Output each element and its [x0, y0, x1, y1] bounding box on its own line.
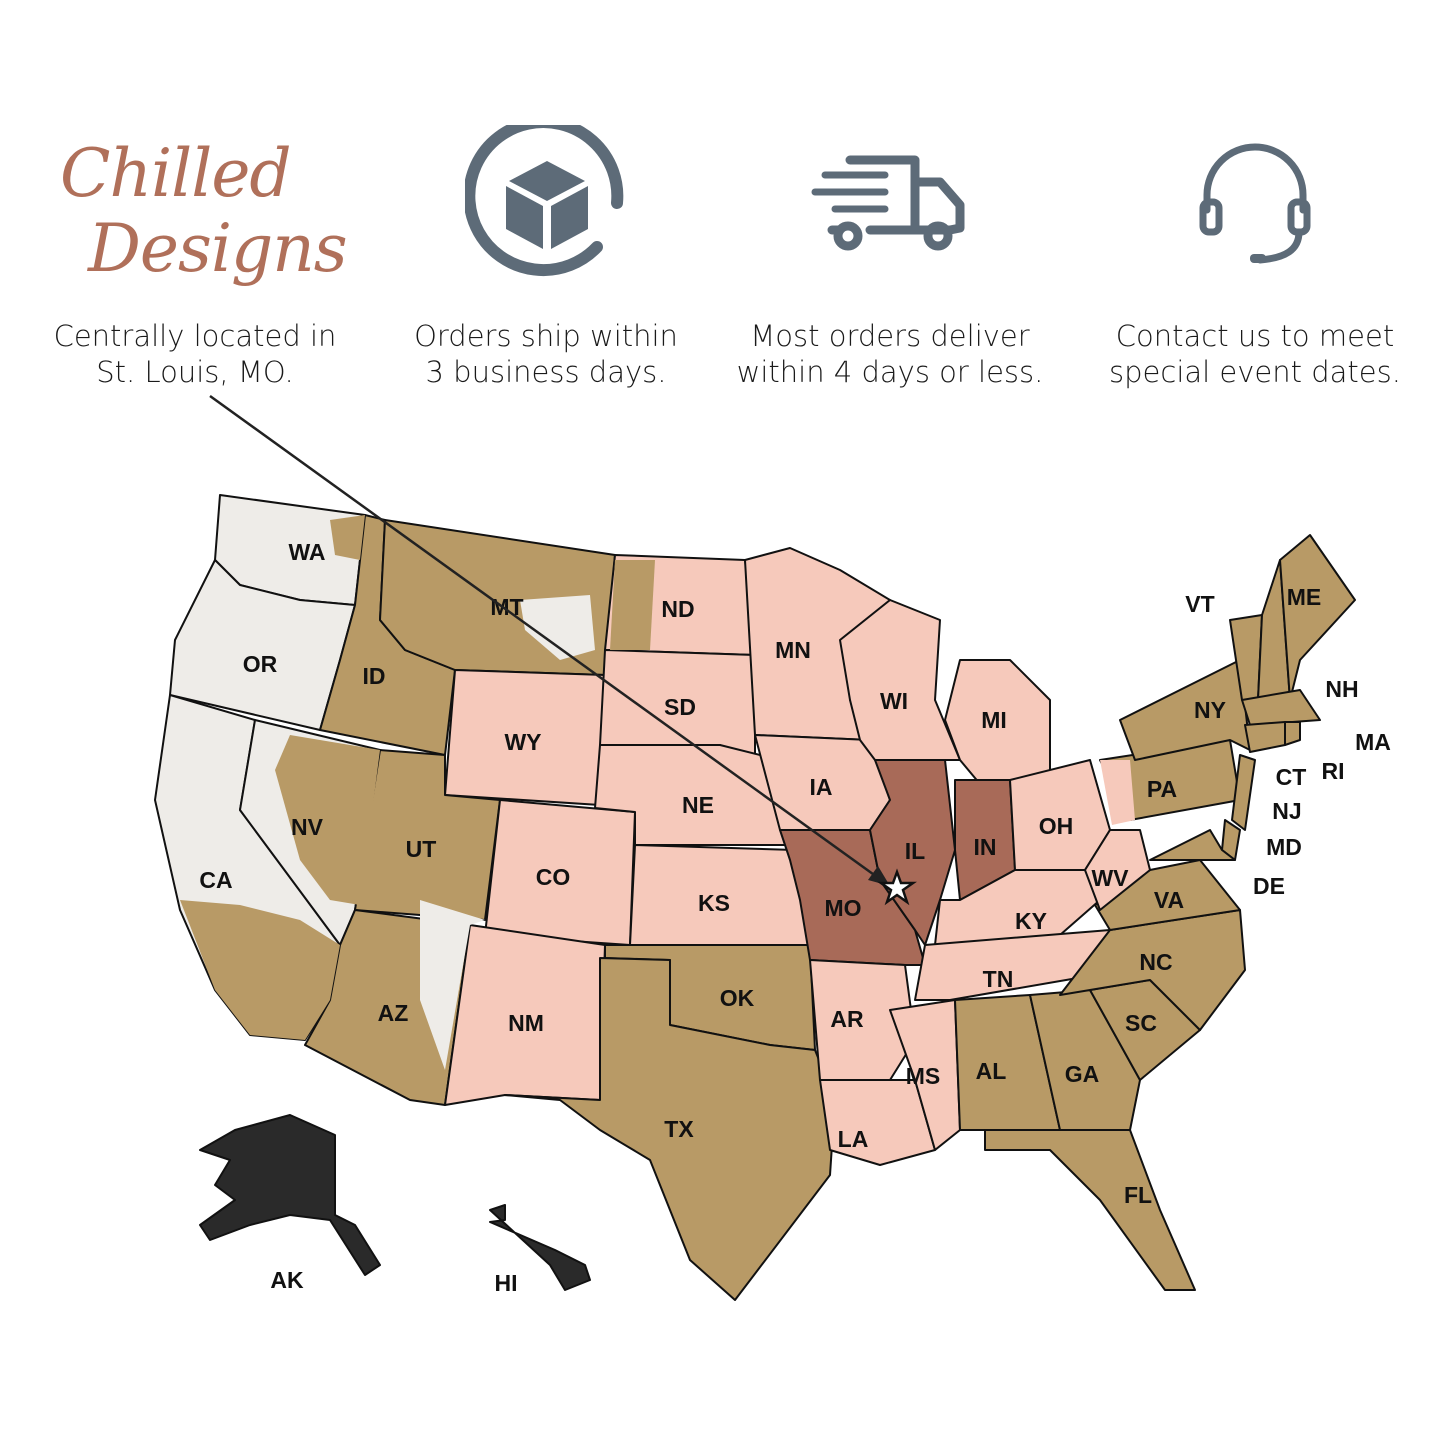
logo-line1: Chilled — [60, 135, 292, 212]
state-label-ks: KS — [698, 890, 730, 916]
state-label-va: VA — [1154, 887, 1184, 913]
feature-text: 3 business days. — [425, 355, 667, 389]
state-md — [1149, 829, 1236, 861]
feature-contact: Contact us to meet special event dates. — [1075, 318, 1435, 390]
state-label-al: AL — [976, 1058, 1007, 1084]
state-label-id: ID — [363, 663, 386, 689]
state-ma — [1241, 689, 1321, 726]
state-label-tx: TX — [664, 1116, 694, 1142]
feature-text: Centrally located in — [53, 319, 337, 353]
state-label-il: IL — [905, 838, 925, 864]
state-label-ky: KY — [1015, 908, 1047, 934]
state-label-wa: WA — [288, 539, 325, 565]
state-ak — [199, 1114, 381, 1276]
headset-icon — [1199, 143, 1311, 264]
zone-overlay — [610, 560, 655, 650]
state-label-me: ME — [1287, 584, 1322, 610]
state-ar — [809, 959, 916, 1081]
origin-star-icon — [877, 868, 917, 906]
zone-overlay — [275, 735, 380, 905]
state-label-ia: IA — [810, 774, 833, 800]
package-icon — [465, 125, 624, 277]
state-label-ma: MA — [1355, 729, 1391, 755]
state-ri — [1284, 721, 1301, 746]
state-label-de: DE — [1253, 873, 1285, 899]
state-label-nd: ND — [661, 596, 694, 622]
state-label-ut: UT — [406, 836, 437, 862]
state-tn — [914, 929, 1111, 1001]
state-label-nm: NM — [508, 1010, 544, 1036]
state-label-in: IN — [974, 834, 997, 860]
state-la — [819, 1079, 936, 1166]
feature-text: Most orders deliver — [750, 319, 1030, 353]
feature-ship: Orders ship within 3 business days. — [366, 318, 726, 390]
state-label-ms: MS — [906, 1063, 941, 1089]
state-tx — [504, 957, 836, 1301]
arrow-head — [868, 866, 890, 886]
truck-icon — [811, 155, 965, 251]
state-label-tn: TN — [983, 966, 1014, 992]
state-label-vt: VT — [1185, 591, 1214, 617]
state-ct — [1244, 721, 1286, 753]
state-label-or: OR — [243, 651, 278, 677]
logo-line2: Designs — [88, 210, 348, 287]
state-label-co: CO — [536, 864, 571, 890]
zone-overlay — [1100, 760, 1135, 825]
feature-text: within 4 days or less. — [736, 355, 1044, 389]
state-nc — [1059, 909, 1246, 1031]
state-label-ok: OK — [720, 985, 755, 1011]
state-label-ca: CA — [199, 867, 232, 893]
state-label-ga: GA — [1065, 1061, 1100, 1087]
state-label-ny: NY — [1194, 697, 1226, 723]
state-label-wy: WY — [504, 729, 541, 755]
state-label-fl: FL — [1124, 1182, 1152, 1208]
state-me — [1279, 534, 1356, 701]
state-label-wi: WI — [880, 688, 908, 714]
state-label-sc: SC — [1125, 1010, 1157, 1036]
state-wv — [1084, 829, 1151, 911]
state-label-ct: CT — [1276, 764, 1307, 790]
origin-arrow — [209, 394, 885, 884]
chilled-designs-logo: Chilled Designs — [50, 135, 348, 315]
state-label-nc: NC — [1139, 949, 1172, 975]
state-fl — [984, 1129, 1196, 1291]
state-label-ri: RI — [1322, 758, 1345, 784]
state-label-nh: NH — [1325, 676, 1358, 702]
state-label-ne: NE — [682, 792, 714, 818]
state-label-mo: MO — [824, 895, 861, 921]
state-label-pa: PA — [1147, 776, 1177, 802]
feature-deliver: Most orders deliver within 4 days or les… — [710, 318, 1070, 390]
state-label-wv: WV — [1091, 865, 1129, 891]
feature-text: Contact us to meet — [1115, 319, 1395, 353]
zone-overlay — [520, 595, 595, 660]
state-label-oh: OH — [1039, 813, 1074, 839]
state-label-mt: MT — [490, 594, 523, 620]
state-label-mn: MN — [775, 637, 811, 663]
feature-text: special event dates. — [1109, 355, 1401, 389]
zone-overlay — [180, 900, 340, 1040]
state-label-hi: HI — [495, 1270, 518, 1296]
state-label-mi: MI — [981, 707, 1007, 733]
state-ne — [594, 744, 791, 846]
state-label-sd: SD — [664, 694, 696, 720]
feature-text: Orders ship within — [414, 319, 678, 353]
state-label-la: LA — [838, 1126, 869, 1152]
state-label-nj: NJ — [1272, 798, 1301, 824]
state-label-nv: NV — [291, 814, 324, 840]
feature-location: Centrally located in St. Louis, MO. — [15, 318, 375, 390]
state-hi — [489, 1204, 591, 1291]
state-label-ak: AK — [270, 1267, 304, 1293]
zone-overlay — [420, 900, 485, 1070]
state-label-az: AZ — [378, 1000, 409, 1026]
state-label-md: MD — [1266, 834, 1302, 860]
state-ms — [889, 999, 961, 1151]
state-label-ar: AR — [830, 1006, 864, 1032]
zone-overlay — [330, 515, 365, 560]
state-nj — [1231, 754, 1256, 831]
state-il — [869, 759, 956, 946]
feature-text: St. Louis, MO. — [96, 355, 294, 389]
